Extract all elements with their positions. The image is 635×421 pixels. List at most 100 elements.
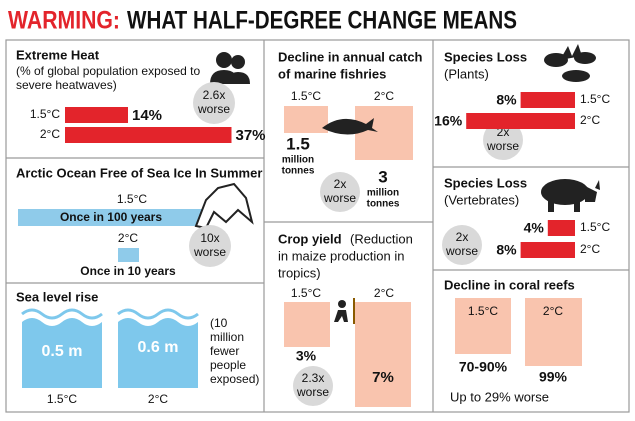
level: 0.5 m — [42, 343, 83, 360]
coral-box — [525, 298, 582, 366]
value-label: 99% — [539, 369, 568, 385]
subtitle: severe heatwaves) — [16, 78, 117, 92]
value-label: 8% — [496, 242, 517, 258]
subtitle: tropics) — [278, 265, 321, 280]
comparison: 2.6x — [203, 88, 226, 102]
comparison: 2.3x — [302, 371, 325, 385]
unit: million — [367, 188, 399, 199]
unit: tonnes — [282, 166, 315, 177]
label: 1.5°C — [468, 304, 498, 318]
bar — [520, 92, 575, 108]
panel-title: Sea level rise — [16, 289, 98, 304]
subtitle: (% of global population exposed to — [16, 64, 200, 78]
comparison: worse — [486, 139, 519, 153]
panel-title: of marine fishries — [278, 66, 386, 81]
comparison-circle — [442, 225, 482, 265]
title: WHAT HALF-DEGREE CHANGE MEANS — [127, 7, 517, 35]
wave — [21, 308, 103, 320]
comparison-circle — [193, 82, 235, 124]
value-label: 16% — [434, 113, 463, 129]
panel-title: Species Loss — [444, 49, 527, 64]
label: 2°C — [118, 231, 138, 245]
label: 2°C — [580, 242, 600, 256]
box — [284, 106, 328, 133]
plant-icon — [544, 44, 596, 82]
water — [22, 318, 102, 388]
label: 1.5°C — [580, 92, 610, 106]
wave — [117, 308, 199, 320]
water — [118, 318, 198, 388]
note: Up to 29% worse — [450, 389, 549, 404]
iceberg-icon — [194, 182, 254, 230]
value-label: 14% — [132, 107, 162, 124]
frame — [5, 39, 630, 413]
value-label: 70-90% — [459, 359, 508, 375]
subtitle: (Reduction — [350, 231, 413, 246]
box — [355, 302, 411, 407]
ice-bar — [18, 209, 204, 226]
note: exposed) — [210, 372, 259, 386]
value: 1.5 — [286, 134, 310, 153]
bar — [65, 107, 128, 123]
panel-title: Extreme Heat — [16, 47, 100, 62]
subtitle: (Plants) — [444, 66, 489, 81]
people-icon — [210, 52, 250, 84]
label: 1.5°C — [291, 286, 321, 300]
label: 1.5°C — [30, 107, 60, 121]
label: 2°C — [374, 89, 394, 103]
panel-title: Arctic Ocean Free of Sea Ice In Summer — [16, 165, 262, 180]
fish-icon — [322, 118, 378, 135]
value-label: 4% — [524, 220, 545, 236]
panel-title: Crop yield — [278, 231, 342, 246]
bar — [547, 220, 575, 236]
bar — [466, 113, 575, 129]
panel-title: Decline in coral reefs — [444, 277, 575, 292]
label: 1.5°C — [47, 392, 77, 406]
label: 1.5°C — [580, 220, 610, 234]
label: 2°C — [580, 113, 600, 127]
note: people — [210, 358, 246, 372]
farmer-icon — [334, 298, 355, 324]
level: 0.6 m — [138, 339, 179, 356]
comparison: worse — [193, 245, 226, 259]
comparison-circle — [483, 120, 523, 160]
bar — [520, 242, 575, 258]
box — [355, 106, 413, 160]
note: Once in 10 years — [80, 264, 176, 278]
note: Once in 100 years — [60, 210, 162, 224]
comparison: worse — [445, 244, 478, 258]
subtitle: in maize production in — [278, 248, 404, 263]
label: 2°C — [543, 304, 563, 318]
unit: million — [282, 155, 314, 166]
ice-bar — [118, 248, 139, 262]
value-label: 3% — [296, 348, 317, 364]
rhino-icon — [541, 179, 600, 212]
label: 2°C — [374, 286, 394, 300]
note: fewer — [210, 344, 239, 358]
panel-title: Species Loss — [444, 175, 527, 190]
panel-title: Decline in annual catch — [278, 49, 423, 64]
box — [284, 302, 330, 347]
title-highlight: WARMING: — [8, 7, 120, 35]
note: million — [210, 330, 244, 344]
note: (10 — [210, 316, 228, 330]
comparison-circle — [189, 225, 231, 267]
value-label: 37% — [236, 127, 266, 144]
value-label: 7% — [372, 369, 394, 386]
coral-box — [455, 298, 511, 354]
subtitle: (Vertebrates) — [444, 192, 519, 207]
comparison: 2x — [456, 230, 469, 244]
value: 3 — [378, 167, 387, 186]
label: 1.5°C — [291, 89, 321, 103]
comparison: 2x — [334, 177, 347, 191]
comparison: 10x — [200, 231, 219, 245]
comparison: worse — [296, 385, 329, 399]
comparison-circle — [320, 172, 360, 212]
unit: tonnes — [367, 199, 400, 210]
label: 2°C — [40, 127, 60, 141]
label: 2°C — [148, 392, 168, 406]
comparison-circle — [293, 366, 333, 406]
label: 1.5°C — [117, 192, 147, 206]
bar — [65, 127, 232, 143]
